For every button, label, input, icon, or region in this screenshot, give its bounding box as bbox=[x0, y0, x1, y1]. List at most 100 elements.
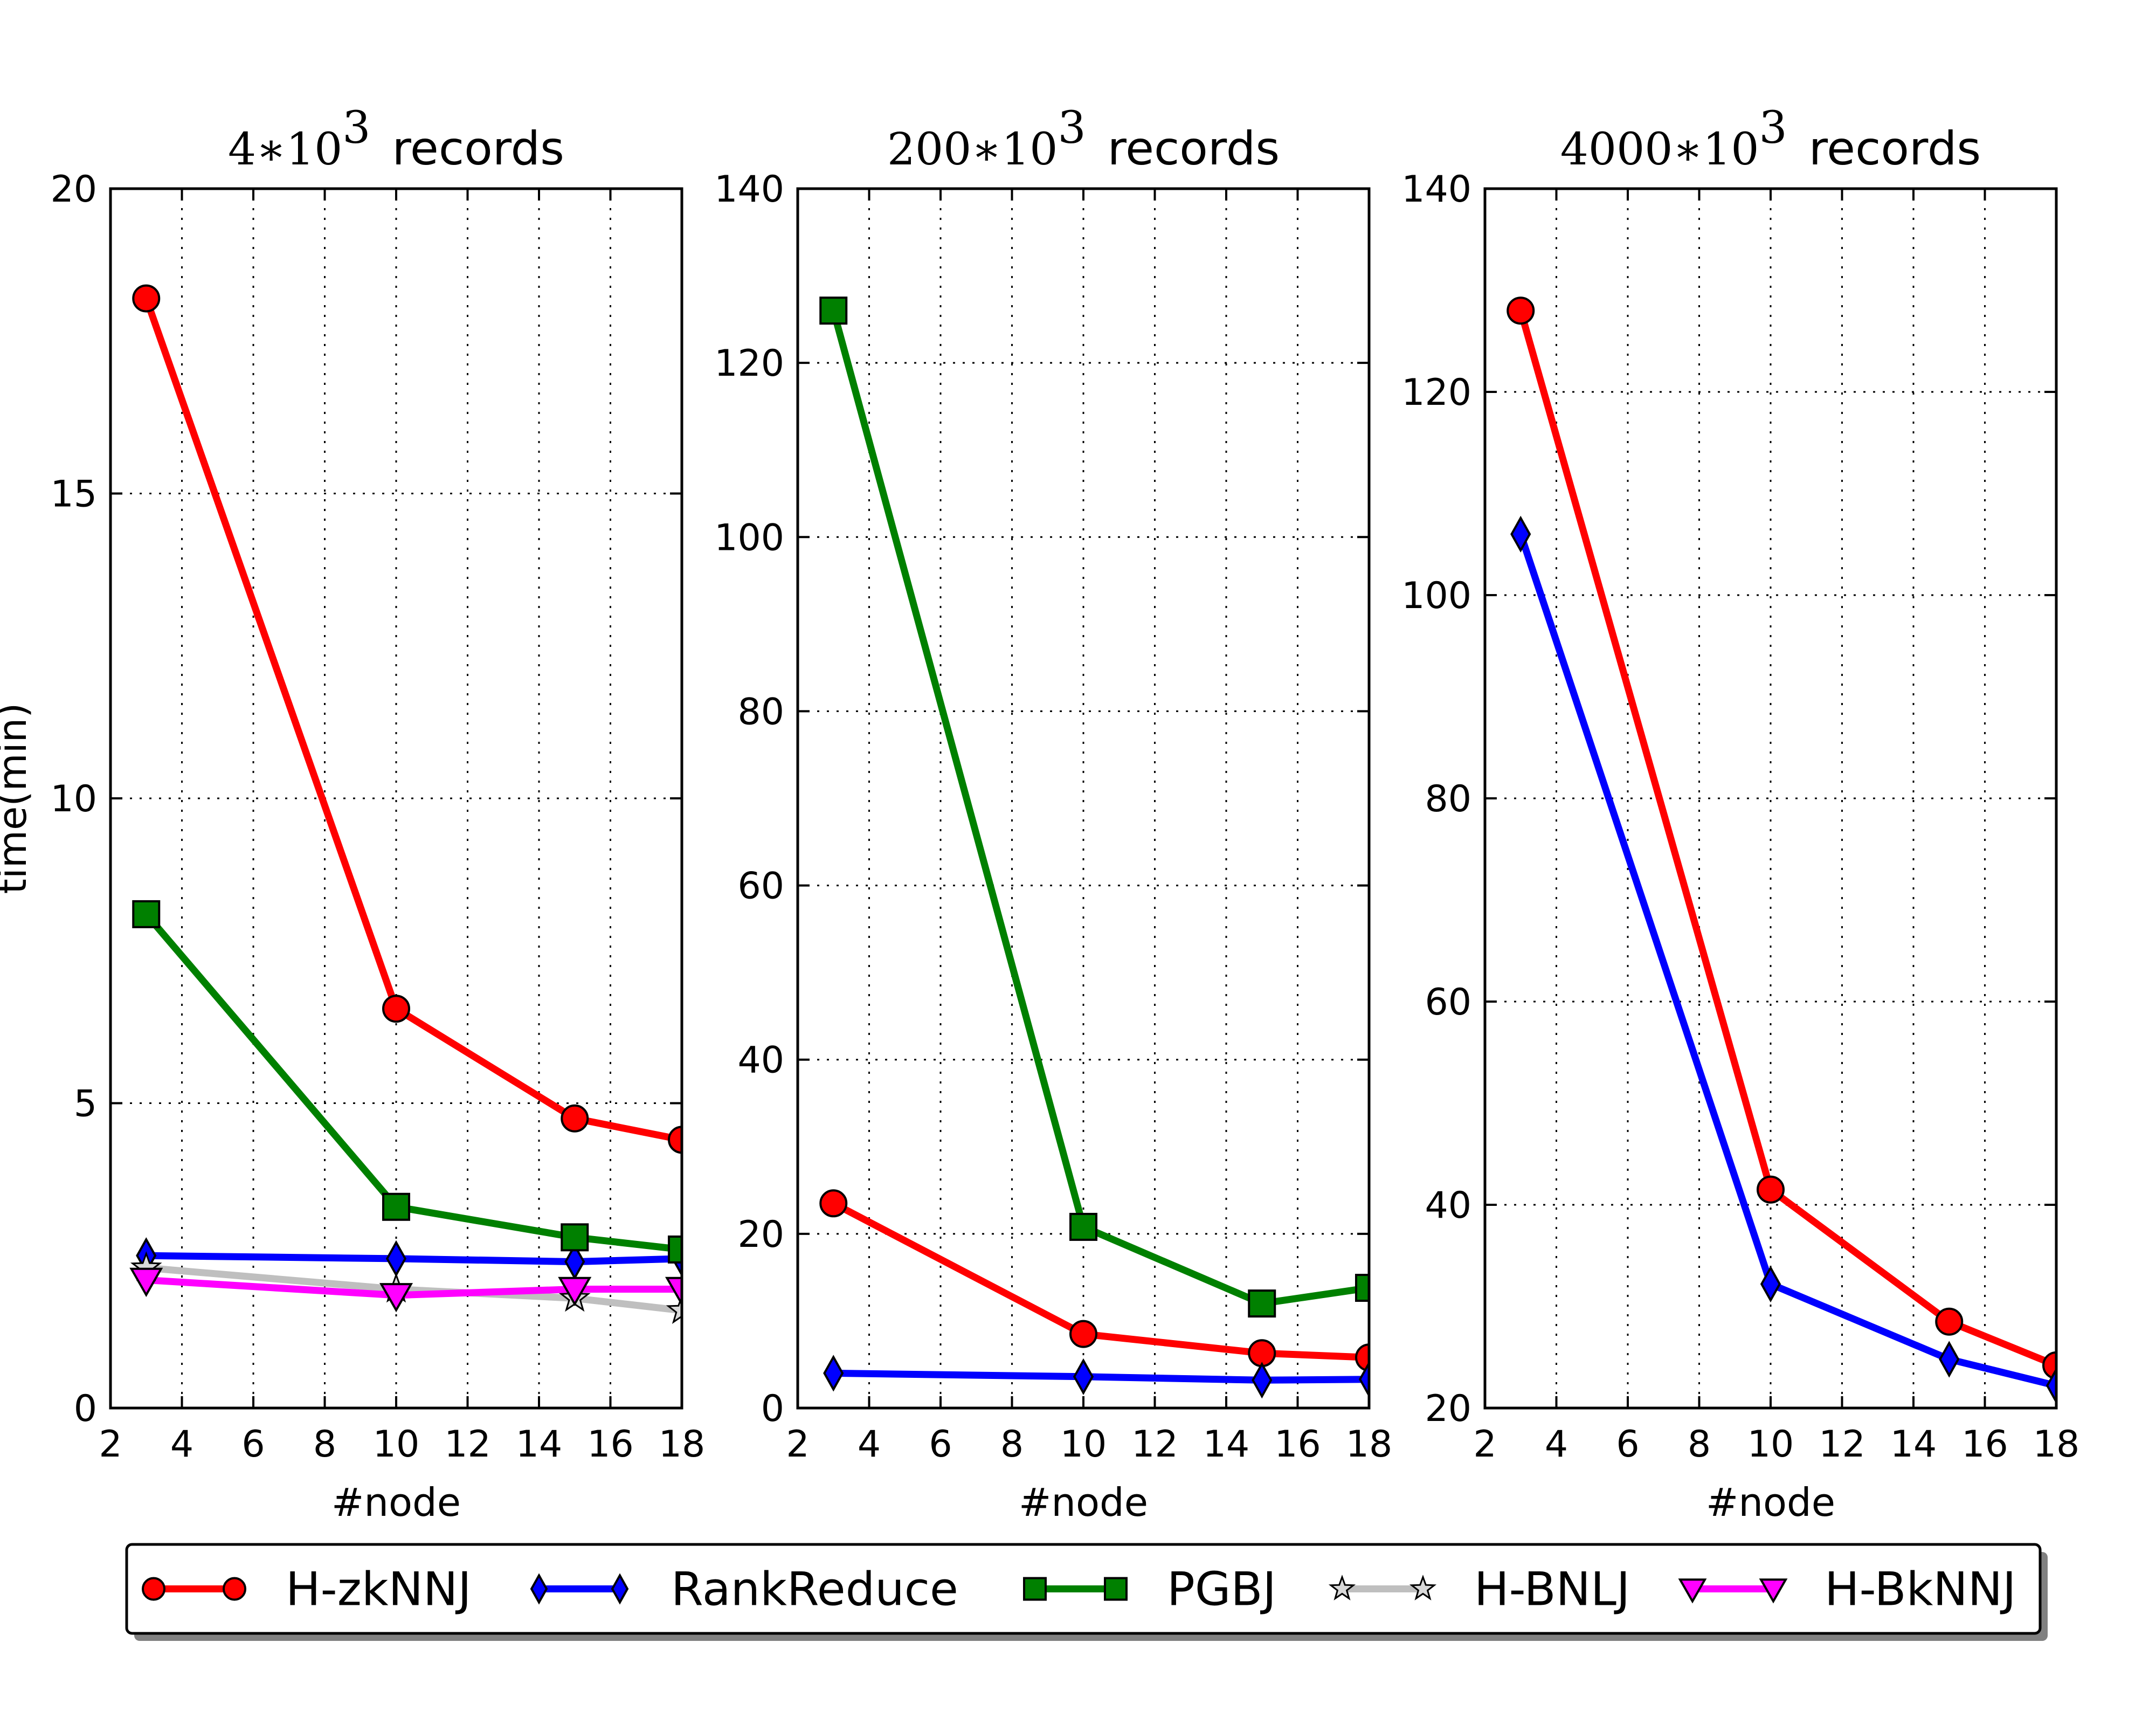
series-line-h-bknnj bbox=[146, 1276, 682, 1299]
x-tick-label: 6 bbox=[241, 1423, 265, 1466]
x-axis-label: #node bbox=[331, 1480, 461, 1525]
legend-entry-h-bknnj: H-BkNNJ bbox=[1678, 1563, 2016, 1617]
y-tick-label: 5 bbox=[74, 1083, 97, 1126]
y-tick-label: 60 bbox=[1425, 981, 1471, 1024]
x-tick-label: 8 bbox=[313, 1423, 336, 1466]
x-tick-label: 12 bbox=[1131, 1423, 1178, 1466]
x-tick-label: 2 bbox=[1473, 1423, 1496, 1466]
data-point-h-bknnj bbox=[129, 1267, 163, 1298]
legend-label: H-BkNNJ bbox=[1825, 1563, 2016, 1617]
x-tick-label: 12 bbox=[444, 1423, 491, 1466]
legend: H-zkNNJ RankReduce PGBJ H-BNLJ H-BkNNJ bbox=[125, 1543, 2048, 1641]
x-tick-label: 12 bbox=[1819, 1423, 1865, 1466]
legend-marker bbox=[1409, 1575, 1437, 1600]
data-point-rankreduce bbox=[1073, 1358, 1094, 1395]
data-point-h-zknnj bbox=[132, 284, 161, 313]
series-line-pgbj bbox=[143, 912, 682, 1253]
x-tick-label: 14 bbox=[1890, 1423, 1937, 1466]
legend-marker bbox=[1759, 1578, 1788, 1604]
data-point-pgbj bbox=[561, 1223, 589, 1252]
ticks: 2 4 6 8 10 12 14 16 18 0 20 40 60 80 100 120 140 bbox=[714, 168, 1392, 1466]
legend-marker bbox=[1023, 1577, 1047, 1601]
chart-title-math: 200∗10 bbox=[887, 124, 1058, 175]
legend-entry-h-zknnj: H-zkNNJ bbox=[142, 1563, 472, 1617]
x-tick-label: 14 bbox=[1203, 1423, 1250, 1466]
chart-title-text: records bbox=[392, 122, 564, 176]
x-tick-label: 18 bbox=[2033, 1423, 2080, 1466]
data-point-h-zknnj bbox=[2042, 1351, 2056, 1379]
x-axis-label: #node bbox=[1706, 1480, 1835, 1525]
legend-marker bbox=[1104, 1577, 1128, 1601]
chart-panel-1: 2 4 6 8 10 12 14 16 18 0 5 10 15 20 #node time(min) 4∗10… bbox=[0, 102, 705, 1525]
data-point-pgbj bbox=[382, 1192, 410, 1221]
legend-marker bbox=[1678, 1578, 1707, 1604]
chart-panels: 2 4 6 8 10 12 14 16 1805101520#nodetime(min)4∗10… bbox=[0, 102, 2079, 1525]
y-tick-label: 100 bbox=[1401, 575, 1471, 617]
y-tick-label: 20 bbox=[737, 1213, 784, 1256]
legend-marker bbox=[223, 1577, 246, 1601]
data-point-rankreduce bbox=[1358, 1361, 1369, 1398]
data-point-h-zknnj bbox=[1757, 1175, 1785, 1204]
chart-title: 200∗103 records bbox=[887, 102, 1280, 176]
chart-title: 4∗103 records bbox=[228, 102, 564, 176]
data-point-h-bknnj bbox=[379, 1283, 413, 1313]
data-point-h-zknnj bbox=[1935, 1307, 1964, 1336]
data-point-h-bknnj bbox=[665, 1276, 682, 1307]
x-tick-label: 4 bbox=[858, 1423, 881, 1466]
legend-entry-h-bnlj: H-BNLJ bbox=[1328, 1563, 1630, 1617]
chart-title-math: 4000∗10 bbox=[1560, 124, 1759, 175]
grid bbox=[1485, 189, 2056, 1408]
x-tick-label: 10 bbox=[373, 1423, 420, 1466]
ticks: 2 4 6 8 10 12 14 16 18 0 5 10 15 20 bbox=[50, 168, 705, 1466]
data-point-h-bknnj bbox=[558, 1276, 592, 1307]
y-tick-label: 140 bbox=[1401, 168, 1471, 211]
x-tick-label: 4 bbox=[1545, 1423, 1568, 1466]
y-tick-label: 120 bbox=[1401, 371, 1471, 414]
x-tick-label: 16 bbox=[1961, 1423, 2008, 1466]
x-tick-label: 4 bbox=[170, 1423, 194, 1466]
chart-title-text: records bbox=[1809, 122, 1981, 176]
legend-marker bbox=[611, 1573, 629, 1605]
data-point-h-zknnj bbox=[819, 1189, 848, 1218]
y-tick-label: 100 bbox=[714, 516, 784, 559]
y-axis-label: time(min) bbox=[0, 703, 35, 894]
chart-title-exponent: 3 bbox=[342, 102, 370, 154]
data-point-rankreduce bbox=[1939, 1341, 1960, 1378]
grid bbox=[798, 189, 1369, 1408]
data-point-rankreduce bbox=[2046, 1367, 2056, 1404]
data-point-h-zknnj bbox=[1507, 296, 1535, 325]
x-tick-label: 6 bbox=[1616, 1423, 1639, 1466]
chart-title-exponent: 3 bbox=[1759, 102, 1787, 154]
data-point-h-zknnj bbox=[1355, 1343, 1369, 1372]
x-tick-label: 10 bbox=[1747, 1423, 1794, 1466]
x-tick-label: 14 bbox=[516, 1423, 563, 1466]
y-tick-label: 120 bbox=[714, 342, 784, 385]
y-tick-label: 20 bbox=[1425, 1388, 1471, 1430]
x-tick-label: 8 bbox=[1688, 1423, 1711, 1466]
x-tick-label: 8 bbox=[1000, 1423, 1024, 1466]
y-tick-label: 0 bbox=[761, 1388, 784, 1430]
series-lines bbox=[129, 284, 682, 1324]
legend-label: H-BNLJ bbox=[1474, 1563, 1630, 1617]
x-tick-label: 2 bbox=[99, 1423, 122, 1466]
legend-entry-rankreduce: RankReduce bbox=[530, 1563, 958, 1617]
data-point-h-zknnj bbox=[668, 1126, 682, 1154]
series-line-h-zknnj bbox=[143, 297, 682, 1143]
y-tick-label: 80 bbox=[1425, 778, 1471, 820]
y-tick-label: 140 bbox=[714, 168, 784, 211]
x-tick-label: 16 bbox=[1274, 1423, 1321, 1466]
series-line-rankreduce bbox=[146, 1252, 682, 1266]
y-tick-label: 15 bbox=[50, 473, 97, 516]
series-line-h-zknnj bbox=[832, 1200, 1369, 1361]
chart-title-exponent: 3 bbox=[1058, 102, 1086, 154]
x-tick-label: 2 bbox=[786, 1423, 809, 1466]
data-point-pgbj bbox=[132, 900, 161, 928]
series-line-rankreduce bbox=[1517, 533, 2056, 1389]
data-point-pgbj bbox=[1248, 1289, 1276, 1318]
y-tick-label: 60 bbox=[737, 865, 784, 908]
data-point-pgbj bbox=[1069, 1212, 1097, 1241]
x-tick-label: 6 bbox=[929, 1423, 952, 1466]
y-tick-label: 40 bbox=[1425, 1184, 1471, 1227]
chart-panel-3: 2 4 6 8 10 12 14 16 18 20 40 60 80 100 120 140 #node 4000… bbox=[1401, 102, 2079, 1525]
